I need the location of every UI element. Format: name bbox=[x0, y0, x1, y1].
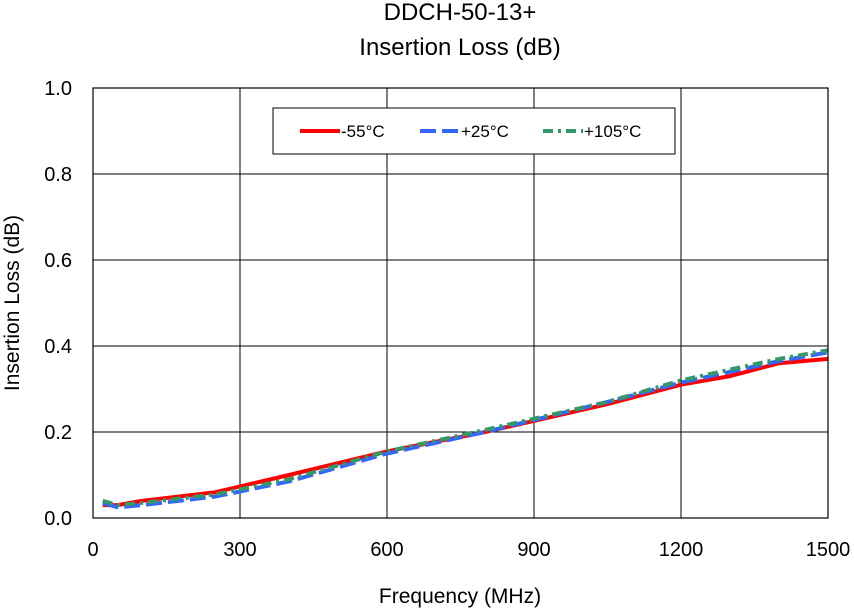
y-tick-label: 0.8 bbox=[44, 164, 72, 186]
x-tick-label: 0 bbox=[87, 539, 98, 561]
tick-labels: 0 300 600 900 1200 1500 0.0 0.2 0.4 0.6 0.8 1.0 bbox=[44, 78, 850, 561]
y-axis-label: Insertion Loss (dB) bbox=[1, 215, 24, 391]
y-tick-label: 0.0 bbox=[44, 508, 72, 530]
y-tick-label: 0.4 bbox=[44, 336, 72, 358]
legend-entry-label: +25°C bbox=[461, 122, 509, 141]
y-tick-label: 0.2 bbox=[44, 422, 72, 444]
y-tick-label: 1.0 bbox=[44, 78, 72, 100]
x-tick-label: 900 bbox=[517, 539, 550, 561]
x-axis-label: Frequency (MHz) bbox=[379, 585, 541, 608]
chart-subtitle: Insertion Loss (dB) bbox=[359, 34, 560, 61]
chart-title: DDCH-50-13+ bbox=[384, 0, 537, 26]
x-tick-label: 1500 bbox=[806, 539, 851, 561]
series-lines bbox=[102, 348, 829, 510]
legend-entry-label: +105°C bbox=[584, 122, 641, 141]
series-line-1 bbox=[102, 350, 829, 510]
x-tick-label: 1200 bbox=[659, 539, 704, 561]
legend-entry-label: -55°C bbox=[341, 122, 385, 141]
legend: -55°C +25°C +105°C bbox=[272, 107, 676, 155]
x-tick-label: 300 bbox=[223, 539, 256, 561]
series-line-2 bbox=[102, 348, 829, 508]
y-tick-label: 0.6 bbox=[44, 250, 72, 272]
x-tick-label: 600 bbox=[370, 539, 403, 561]
plot-area bbox=[92, 87, 829, 519]
